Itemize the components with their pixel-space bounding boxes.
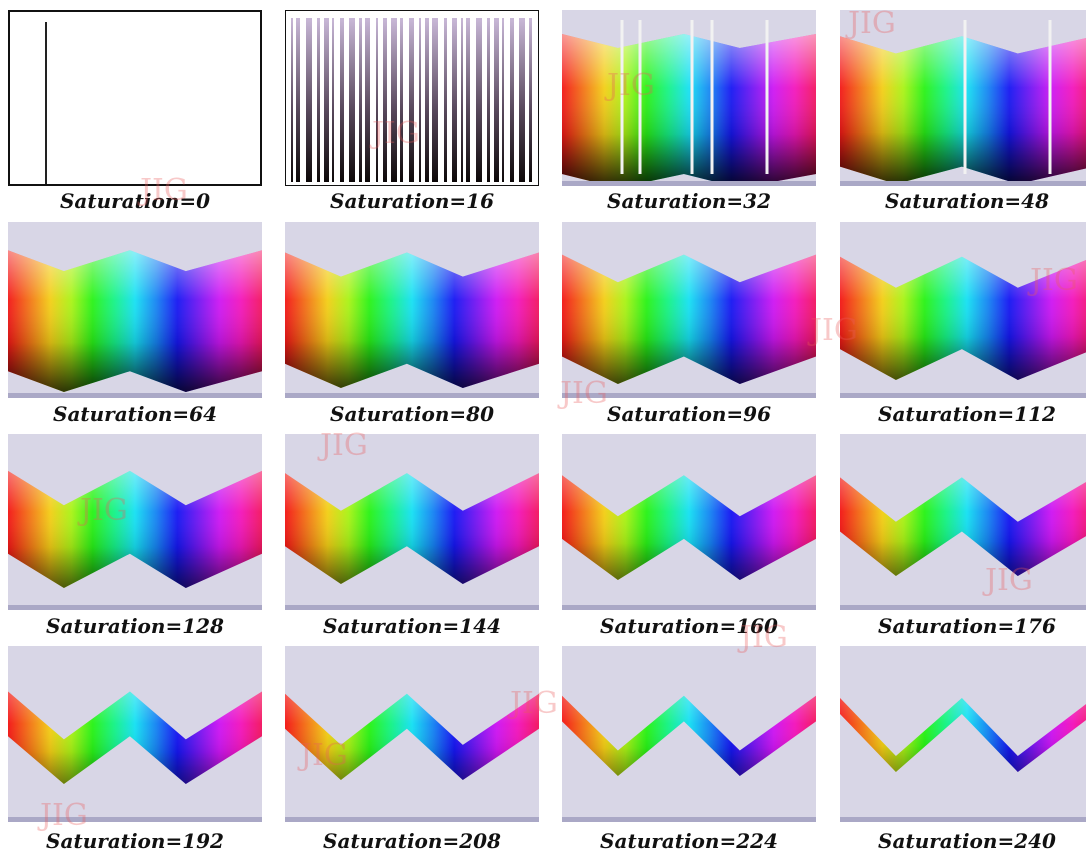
saturation-caption: Saturation=176 bbox=[878, 614, 1056, 638]
color-volume-illustration bbox=[8, 10, 262, 186]
saturation-panel bbox=[8, 10, 262, 186]
saturation-panel bbox=[840, 10, 1086, 186]
saturation-panel bbox=[285, 222, 539, 398]
saturation-panel bbox=[840, 646, 1086, 822]
saturation-panel bbox=[8, 434, 262, 610]
saturation-caption: Saturation=128 bbox=[46, 614, 224, 638]
color-volume-illustration bbox=[562, 222, 816, 398]
color-volume-illustration bbox=[562, 10, 816, 186]
saturation-caption: Saturation=192 bbox=[46, 829, 224, 853]
color-volume-illustration bbox=[285, 10, 539, 186]
saturation-caption: Saturation=112 bbox=[878, 402, 1056, 426]
saturation-caption: Saturation=64 bbox=[53, 402, 217, 426]
saturation-caption: Saturation=16 bbox=[330, 189, 494, 213]
saturation-caption: Saturation=32 bbox=[607, 189, 771, 213]
saturation-caption: Saturation=80 bbox=[330, 402, 494, 426]
color-volume-illustration bbox=[840, 10, 1086, 186]
saturation-panel bbox=[8, 222, 262, 398]
saturation-panel bbox=[8, 646, 262, 822]
color-volume-illustration bbox=[285, 646, 539, 822]
color-volume-illustration bbox=[562, 646, 816, 822]
color-volume-illustration bbox=[8, 434, 262, 610]
color-volume-illustration bbox=[8, 646, 262, 822]
color-volume-illustration bbox=[285, 222, 539, 398]
saturation-panel bbox=[562, 222, 816, 398]
color-volume-illustration bbox=[840, 222, 1086, 398]
color-volume-illustration bbox=[840, 434, 1086, 610]
saturation-panel bbox=[285, 646, 539, 822]
saturation-caption: Saturation=160 bbox=[600, 614, 778, 638]
saturation-panel bbox=[562, 10, 816, 186]
saturation-panel bbox=[840, 222, 1086, 398]
saturation-panel bbox=[285, 10, 539, 186]
saturation-panel bbox=[562, 646, 816, 822]
color-volume-illustration bbox=[562, 434, 816, 610]
color-volume-illustration bbox=[840, 646, 1086, 822]
color-volume-illustration bbox=[285, 434, 539, 610]
saturation-caption: Saturation=144 bbox=[323, 614, 501, 638]
saturation-caption: Saturation=0 bbox=[59, 189, 211, 213]
saturation-caption: Saturation=96 bbox=[607, 402, 771, 426]
saturation-panel bbox=[562, 434, 816, 610]
saturation-caption: Saturation=208 bbox=[323, 829, 501, 853]
saturation-panel bbox=[840, 434, 1086, 610]
saturation-panel bbox=[285, 434, 539, 610]
color-volume-illustration bbox=[8, 222, 262, 398]
saturation-caption: Saturation=240 bbox=[878, 829, 1056, 853]
saturation-caption: Saturation=48 bbox=[885, 189, 1049, 213]
saturation-caption: Saturation=224 bbox=[600, 829, 778, 853]
